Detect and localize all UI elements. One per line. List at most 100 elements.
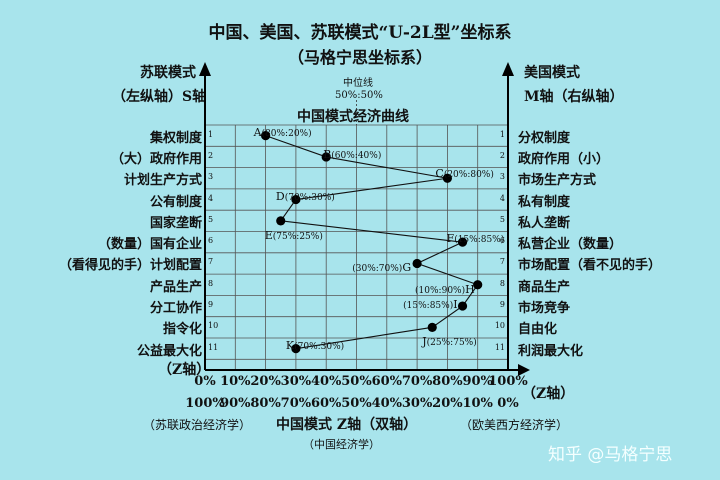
right-axis-arrow (502, 62, 514, 76)
point-ratio: (20%:80%) (443, 170, 494, 181)
foot-center-label: 中国模式 Z轴（双轴） (276, 417, 418, 433)
diagram-subtitle: （马格宁思坐标系） (287, 48, 432, 67)
point-label-k: K(70%:30%) (286, 334, 344, 353)
left-axis-arrow (199, 62, 211, 76)
top-scale-tick: 100% (488, 374, 528, 389)
left-axis-title: 苏联模式 (140, 65, 196, 81)
top-scale-tick: 10% (220, 374, 251, 389)
left-label: 公益最大化 (136, 343, 202, 359)
left-row-number: 3 (208, 172, 214, 182)
point-ratio: (10%:90%) (415, 285, 466, 296)
point-k (291, 344, 301, 354)
point-e (276, 216, 286, 226)
point-ratio: (30%:70%) (352, 264, 403, 275)
left-row-number: 2 (208, 150, 214, 160)
bottom-scale-tick: 50% (341, 396, 372, 411)
top-scale-tick: 30% (280, 374, 312, 389)
bottom-scale-tick: 30% (401, 396, 433, 411)
right-row-number: 4 (499, 193, 505, 203)
bottom-scale-tick: 70% (280, 396, 312, 411)
point-name: I (453, 298, 458, 312)
point-ratio: (25%:75%) (426, 338, 477, 349)
axes (199, 62, 530, 376)
left-label: 产品生产 (149, 279, 202, 295)
left-label: （大）政府作用 (110, 151, 202, 167)
point-d (291, 194, 301, 205)
right-label: 私营企业（数量） (518, 237, 623, 253)
bottom-scale-tick: 80% (250, 396, 281, 411)
top-scale-tick: 80% (432, 374, 463, 389)
point-name: B (323, 147, 332, 161)
point-name: F (446, 232, 455, 246)
right-axis-subtitle: M轴（右纵轴） (524, 89, 624, 105)
grid (205, 100, 508, 370)
left-label: 指令化 (162, 322, 202, 338)
left-label: 集权制度 (149, 130, 202, 146)
point-c (442, 173, 452, 183)
bottom-scale-tick: 0% (497, 396, 519, 411)
bottom-scale-tick: 20% (432, 396, 463, 411)
left-row-number: 6 (208, 236, 214, 246)
diagram-title: 中国、美国、苏联模式“U-2L型”坐标系 (208, 23, 512, 43)
right-row-number: 1 (499, 129, 505, 139)
bottom-scale-tick: 100% (185, 396, 225, 411)
left-row-number: 1 (208, 129, 214, 139)
left-row-number: 10 (208, 321, 219, 331)
bottom-scale-tick: 10% (462, 396, 493, 411)
left-row-number: 8 (208, 278, 214, 288)
right-label: 市场生产方式 (518, 173, 597, 189)
left-label: （看得见的手）计划配置 (58, 258, 202, 274)
right-row-number: 11 (494, 342, 505, 352)
right-label: 自由化 (518, 322, 558, 338)
curve-title: 中国模式经济曲线 (297, 109, 409, 125)
top-scale-tick: 40% (310, 374, 342, 389)
right-row-number: 2 (499, 150, 505, 160)
bottom-scale-tick: 40% (371, 396, 403, 411)
left-row-number: 7 (208, 257, 214, 267)
point-label-g: (30%:70%)G (352, 256, 411, 275)
right-row-number: 5 (499, 214, 505, 224)
z-axis-right-label: （Z轴） (522, 386, 575, 402)
point-b (321, 152, 331, 162)
right-row-number: 8 (499, 278, 505, 288)
foot-left-label: （苏联政治经济学） (143, 418, 252, 432)
foot-center-sublabel: （中国经济学） (303, 438, 380, 451)
median-label: 中位线 (343, 78, 373, 89)
point-ratio: (70%:30%) (294, 341, 345, 352)
left-row-number: 11 (208, 342, 219, 352)
right-label: 市场配置（看不见的手） (518, 258, 662, 274)
point-name: G (402, 261, 412, 275)
left-label: 国家垄断 (149, 215, 202, 231)
right-row-number: 3 (499, 172, 505, 182)
right-axis-title: 美国模式 (524, 65, 580, 81)
right-label: 分权制度 (518, 130, 571, 146)
top-scale-tick: 60% (371, 374, 403, 389)
right-label: 私有制度 (518, 194, 571, 210)
point-label-h: (10%:90%)H (415, 278, 475, 297)
point-name: H (465, 282, 475, 296)
left-label: 分工协作 (149, 301, 202, 317)
point-ratio: (75%:25%) (272, 231, 323, 242)
point-ratio: (15%:85%) (454, 235, 505, 246)
left-row-number: 5 (208, 214, 214, 224)
point-ratio: (15%:85%) (403, 301, 454, 312)
top-scale-tick: 70% (401, 374, 433, 389)
top-scale-tick: 20% (250, 374, 281, 389)
point-label-b: B(60%:40%) (323, 143, 381, 162)
point-label-f: F(15%:85%) (447, 227, 505, 246)
right-row-number: 7 (499, 257, 505, 267)
point-ratio: (70%:30%) (284, 192, 335, 203)
point-label-e: E(75%:25%) (265, 224, 323, 243)
left-axis-subtitle: （左纵轴）S轴 (112, 89, 207, 105)
point-ratio: (60%:40%) (331, 150, 382, 161)
point-h (473, 280, 483, 290)
point-f (457, 237, 468, 247)
watermark: 知乎 @马格宁思 (548, 445, 673, 465)
bottom-axis-arrow (518, 364, 530, 376)
left-label: 计划生产方式 (123, 173, 202, 189)
point-name: K (285, 338, 295, 352)
point-i (457, 301, 468, 311)
point-name: J (422, 335, 427, 349)
point-j (427, 322, 437, 332)
